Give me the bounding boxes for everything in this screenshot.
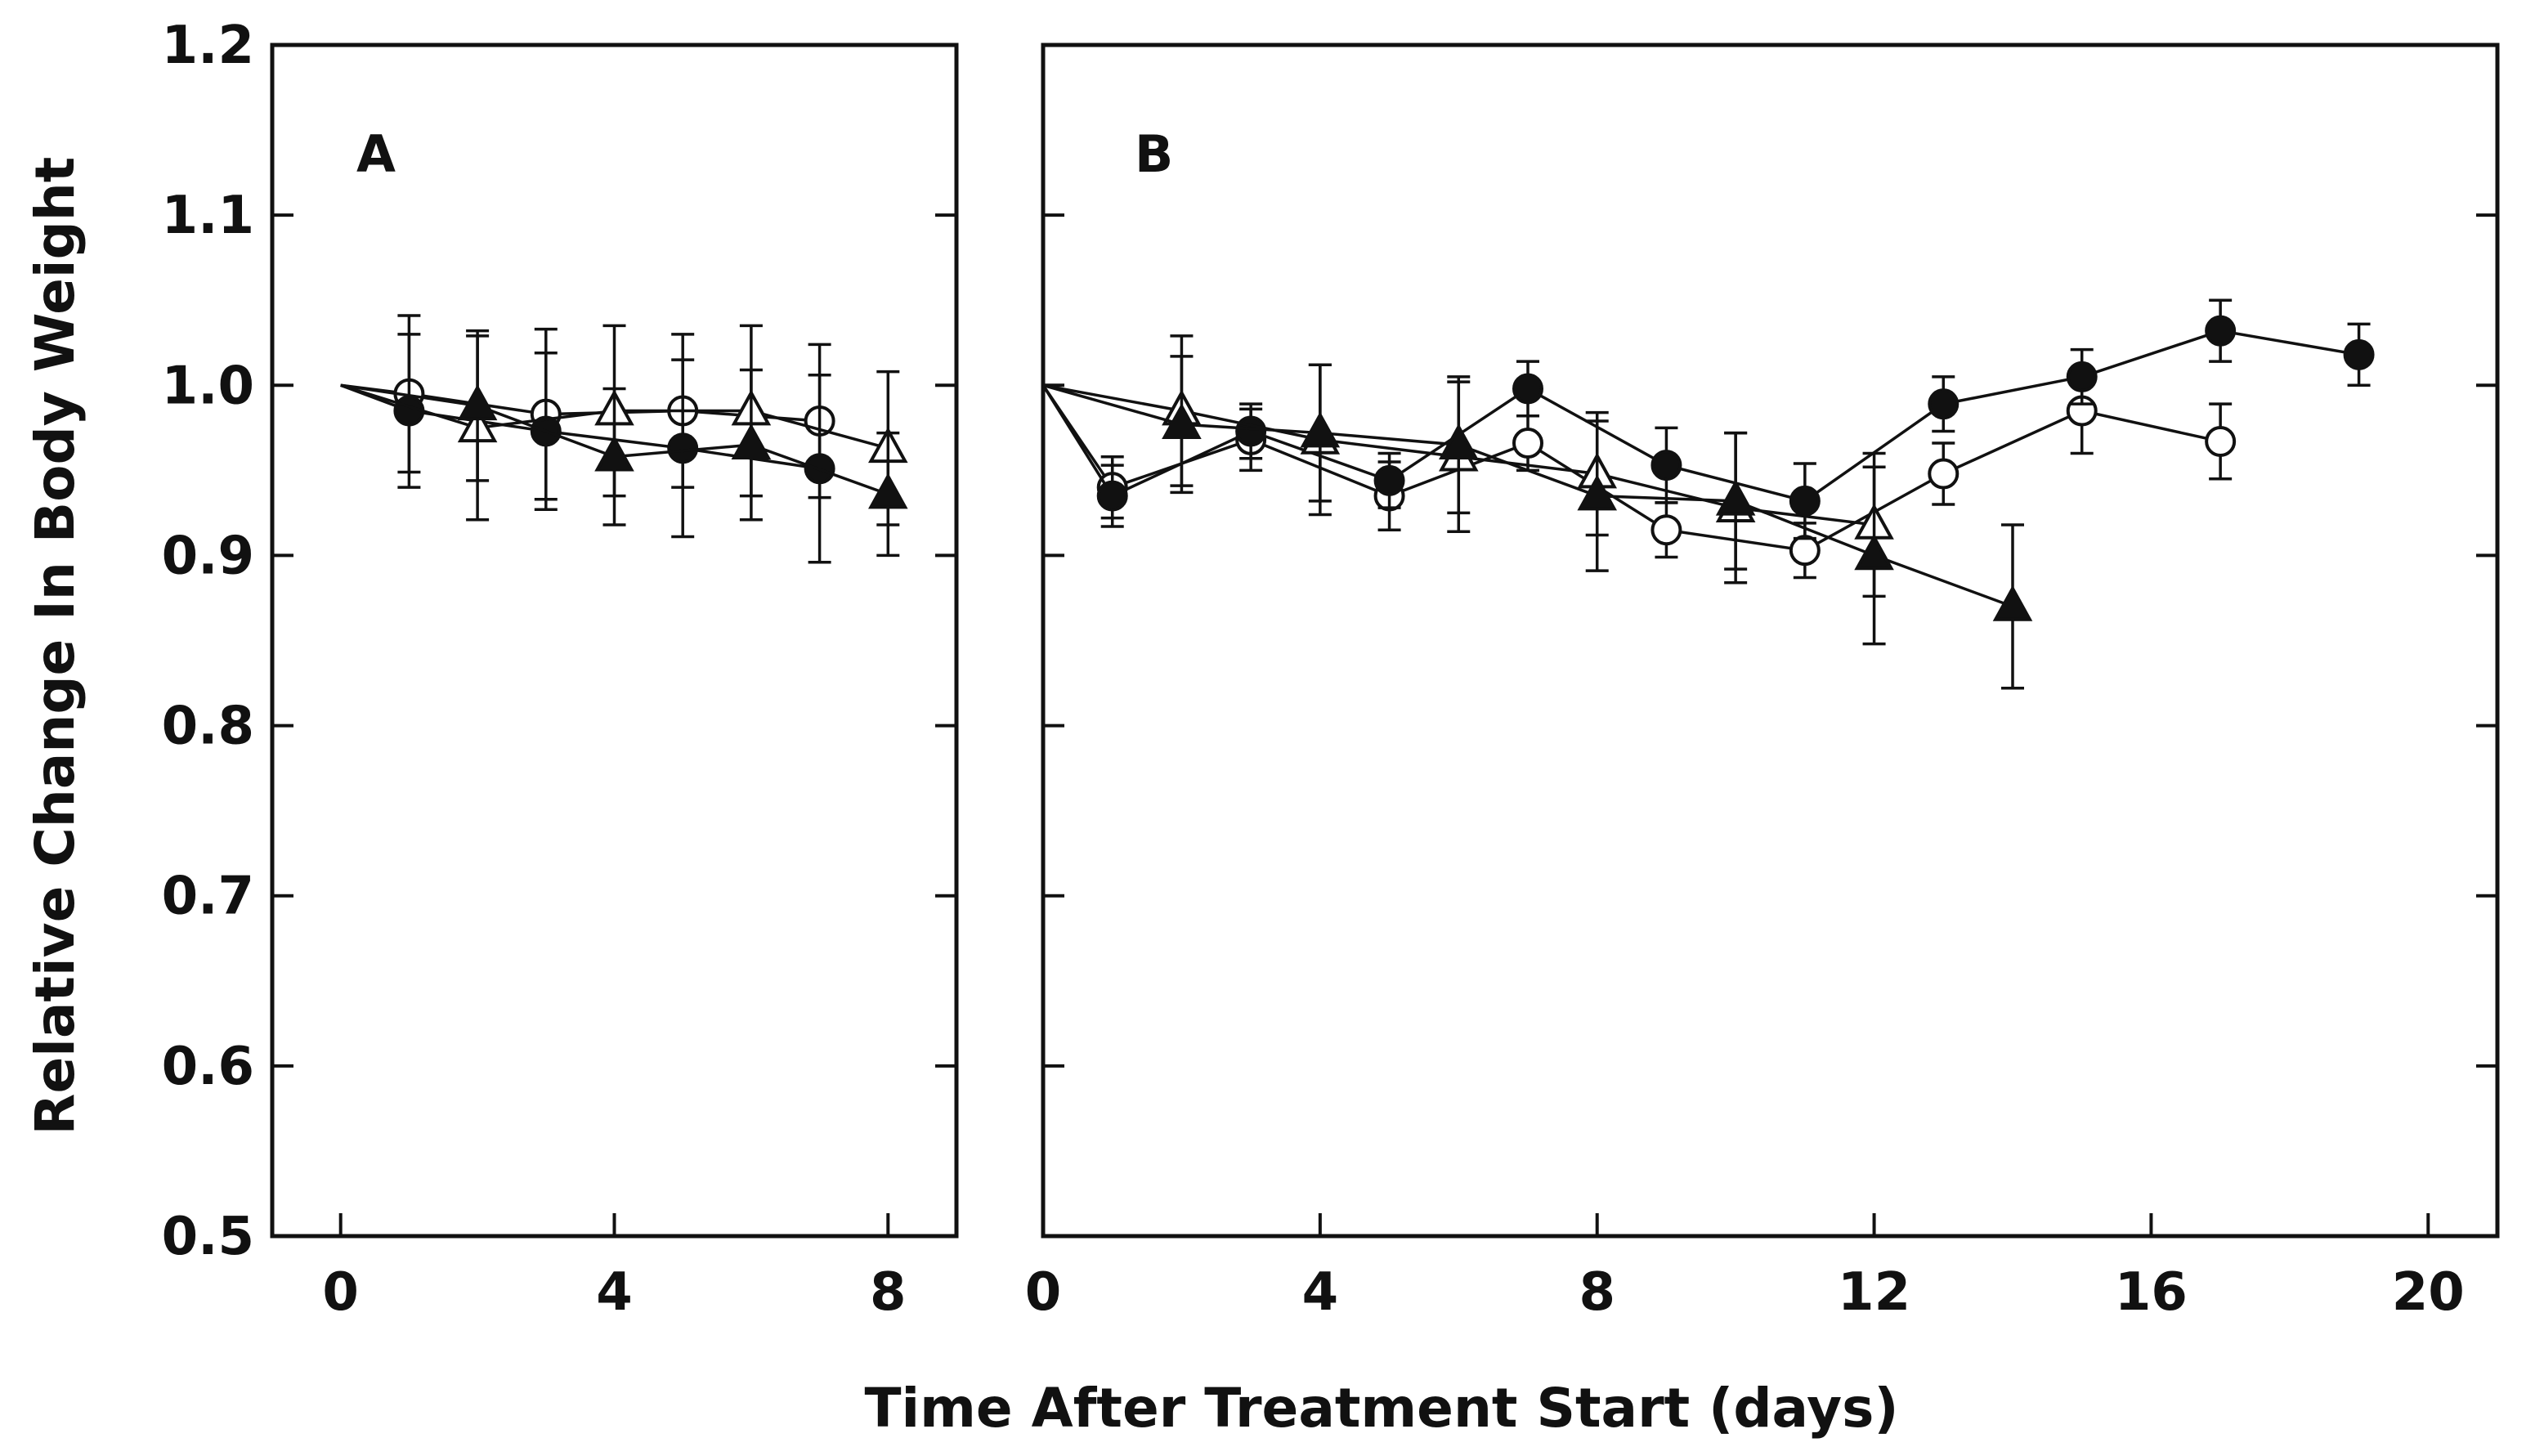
data-point: [1512, 428, 1543, 459]
y-tick-label: 0.5: [162, 1207, 254, 1267]
y-tick-label: 0.9: [162, 526, 254, 586]
plot-frame: [1041, 43, 2500, 1239]
series-open-circle: [1041, 366, 2237, 580]
data-point: [1300, 411, 1341, 448]
data-point: [1992, 585, 2033, 621]
plot-frame: [270, 43, 959, 1239]
panel-label: A: [356, 124, 396, 184]
data-point: [1854, 534, 1894, 571]
data-point: [1789, 535, 1821, 567]
data-point: [731, 423, 772, 459]
x-axis-title: Time After Treatment Start (days): [864, 1377, 1898, 1440]
y-axis-title: Relative Change In Body Weight: [24, 157, 87, 1136]
data-point: [1928, 388, 1960, 420]
data-point: [1928, 458, 1960, 490]
data-point: [667, 432, 699, 464]
data-point: [1373, 464, 1405, 496]
data-point: [2205, 315, 2237, 347]
series-line: [1041, 384, 2221, 553]
data-point: [2343, 338, 2375, 370]
data-point: [2066, 361, 2098, 392]
x-tick-label: 12: [1838, 1262, 1910, 1323]
x-tick-label: 16: [2115, 1262, 2188, 1323]
data-point: [1162, 403, 1202, 439]
x-tick-label: 0: [322, 1262, 359, 1323]
y-tick-label: 1.1: [162, 186, 254, 246]
data-point: [1235, 415, 1267, 447]
data-point: [1577, 474, 1618, 511]
y-tick-label: 1.0: [162, 356, 254, 416]
data-point: [1650, 514, 1682, 546]
data-point: [1789, 485, 1821, 517]
x-tick-label: 4: [1302, 1262, 1339, 1323]
panel-b: 0 4 8 12 16 20 B: [1025, 43, 2500, 1323]
data-point: [868, 473, 908, 509]
data-point: [594, 435, 634, 472]
data-point: [2205, 425, 2237, 457]
panel-a: 0.5 0.6 0.7 0.8 0.9 1.0 1.1 1.2 0 4 8 A: [162, 16, 959, 1323]
y-tick-label: 0.8: [162, 697, 254, 757]
series-filled-circle: [1041, 298, 2375, 540]
y-tick-label: 0.6: [162, 1037, 254, 1097]
x-tick-label: 20: [2392, 1262, 2465, 1323]
series-line: [1042, 383, 2013, 608]
data-point: [1650, 450, 1682, 482]
data-point: [1715, 479, 1756, 516]
x-tick-label: 4: [596, 1262, 633, 1323]
panel-label: B: [1135, 124, 1173, 184]
x-tick-label: 0: [1025, 1262, 1062, 1323]
data-point: [457, 384, 498, 421]
data-point: [1512, 373, 1543, 405]
series-filled-triangle: [1042, 355, 2033, 690]
series-line: [1041, 329, 2359, 503]
data-point: [1438, 423, 1479, 459]
data-point: [1096, 480, 1128, 512]
y-tick-label: 0.7: [162, 867, 254, 927]
x-tick-label: 8: [1579, 1262, 1615, 1323]
series-filled-triangle: [340, 329, 908, 558]
x-tick-label: 8: [870, 1262, 907, 1323]
y-tick-label: 1.2: [162, 16, 254, 76]
